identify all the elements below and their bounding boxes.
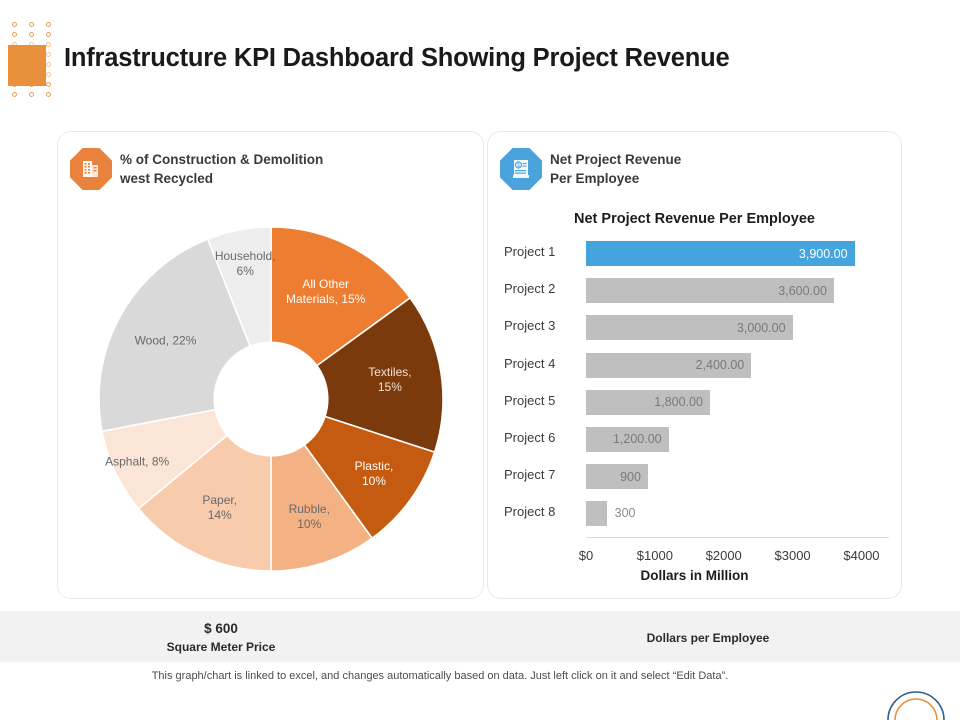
money-document-icon: $	[500, 148, 542, 190]
x-axis-tick-label: $3000	[774, 548, 811, 563]
logo-arcs-icon	[885, 672, 947, 720]
edit-data-caption: This graph/chart is linked to excel, and…	[151, 670, 729, 682]
bar-row: Project 8 300	[504, 496, 889, 533]
donut-chart: All Other Materials, 15% Textiles, 15% Pla…	[81, 214, 461, 584]
pie-slice[interactable]	[315, 296, 444, 454]
bar[interactable]: 1,200.00	[586, 426, 669, 452]
x-axis-tick-label: $1000	[636, 548, 673, 563]
pie-card-title-line2: west Recycled	[120, 171, 214, 186]
bar-chart-title: Net Project Revenue Per Employee	[574, 211, 815, 227]
bar-card-title-line2: Per Employee	[550, 171, 640, 186]
bar-track: 2,400.00	[586, 348, 889, 385]
building-document-icon	[70, 148, 112, 190]
bar[interactable]: 900	[586, 464, 648, 490]
kpi-square-meter-value: $ 600	[204, 621, 238, 636]
bar-row: Project 1 3,900.00	[504, 236, 889, 273]
kpi-square-meter-label: Square Meter Price	[166, 640, 276, 654]
bar-row: Project 6 1,200.00	[504, 422, 889, 459]
bar-chart-x-ticks: $0 $1000 $2000 $3000 $4000	[504, 548, 889, 566]
kpi-dollars-per-employee-label: Dollars per Employee	[646, 631, 770, 645]
bar-track: 900	[586, 459, 889, 496]
pie-slice[interactable]	[270, 226, 412, 367]
bar[interactable]: 1,800.00	[586, 389, 710, 415]
pie-slice[interactable]	[206, 226, 272, 348]
decorative-dot	[29, 92, 34, 97]
accent-orange-block	[8, 45, 46, 86]
bar-category-label: Project 7	[504, 467, 556, 483]
bar-track: 3,900.00	[586, 236, 889, 273]
x-axis-tick-label: $2000	[705, 548, 742, 563]
bar-value-label: 3,600.00	[778, 283, 827, 298]
bar-row: Project 2 3,600.00	[504, 273, 889, 310]
bar-value-label: 1,200.00	[612, 432, 662, 447]
footer-strip	[0, 611, 960, 662]
bar-value-label: 2,400.00	[695, 358, 745, 373]
bar-category-label: Project 2	[504, 281, 556, 297]
decorative-dot	[46, 92, 51, 97]
bar[interactable]: 3,900.00	[586, 241, 855, 266]
bar-category-label: Project 8	[504, 504, 556, 520]
bar-track: 1,200.00	[586, 422, 889, 459]
bar-chart-axis-line	[586, 537, 889, 538]
bar-track: 1,800.00	[586, 385, 889, 422]
bar-chart-plot: Project 1 3,900.00 Project 2 3,600.00 Projec…	[504, 236, 889, 536]
bar[interactable]: 2,400.00	[586, 352, 752, 378]
x-axis-tick-label: $4000	[843, 548, 880, 563]
bar-row: Project 7 900	[504, 459, 889, 496]
bar-value-label: 3,900.00	[798, 246, 848, 261]
bar-category-label: Project 1	[504, 244, 556, 259]
decorative-dot	[46, 52, 51, 57]
bar-value-label: 300	[614, 506, 636, 521]
decorative-dot	[46, 42, 51, 47]
bar-card-title-line1: Net Project Revenue	[550, 152, 682, 167]
decorative-dot	[12, 32, 17, 37]
decorative-dot	[29, 32, 34, 37]
decorative-dot	[46, 82, 51, 87]
decorative-dot	[46, 62, 51, 67]
bar-track: 300	[586, 496, 889, 533]
bar-row: Project 3 3,000.00	[504, 310, 889, 347]
decorative-dot	[46, 22, 51, 27]
svg-text:$: $	[517, 163, 520, 169]
decorative-dot	[29, 22, 34, 27]
bar-category-label: Project 5	[504, 392, 556, 408]
bar-chart-x-axis-title: Dollars in Million	[640, 568, 749, 583]
bar-row: Project 5 1,800.00	[504, 385, 889, 422]
x-axis-tick-label: $0	[578, 548, 594, 563]
bar-row: Project 4 2,400.00	[504, 348, 889, 385]
bar-value-label: 3,000.00	[736, 320, 786, 335]
bar-category-label: Project 4	[504, 355, 556, 371]
decorative-dot	[46, 72, 51, 77]
decorative-dot	[12, 92, 17, 97]
pie-slice[interactable]	[98, 238, 252, 433]
pie-card-title-line1: % of Construction & Demolition	[120, 152, 324, 167]
bar-track: 3,600.00	[586, 273, 889, 310]
bar-value-label: 900	[620, 469, 641, 484]
bar[interactable]	[586, 501, 607, 527]
decorative-dot	[46, 32, 51, 37]
bar[interactable]: 3,600.00	[586, 278, 834, 304]
bar-category-label: Project 6	[504, 429, 556, 445]
bar-value-label: 1,800.00	[654, 395, 703, 410]
donut-chart-svg	[98, 226, 444, 572]
bar-track: 3,000.00	[586, 310, 889, 347]
page-title: Infrastructure KPI Dashboard Showing Pro…	[64, 44, 730, 72]
bar-category-label: Project 3	[504, 318, 556, 334]
bar[interactable]: 3,000.00	[586, 315, 793, 341]
pie-slice[interactable]	[137, 434, 272, 572]
decorative-dot	[12, 22, 17, 27]
